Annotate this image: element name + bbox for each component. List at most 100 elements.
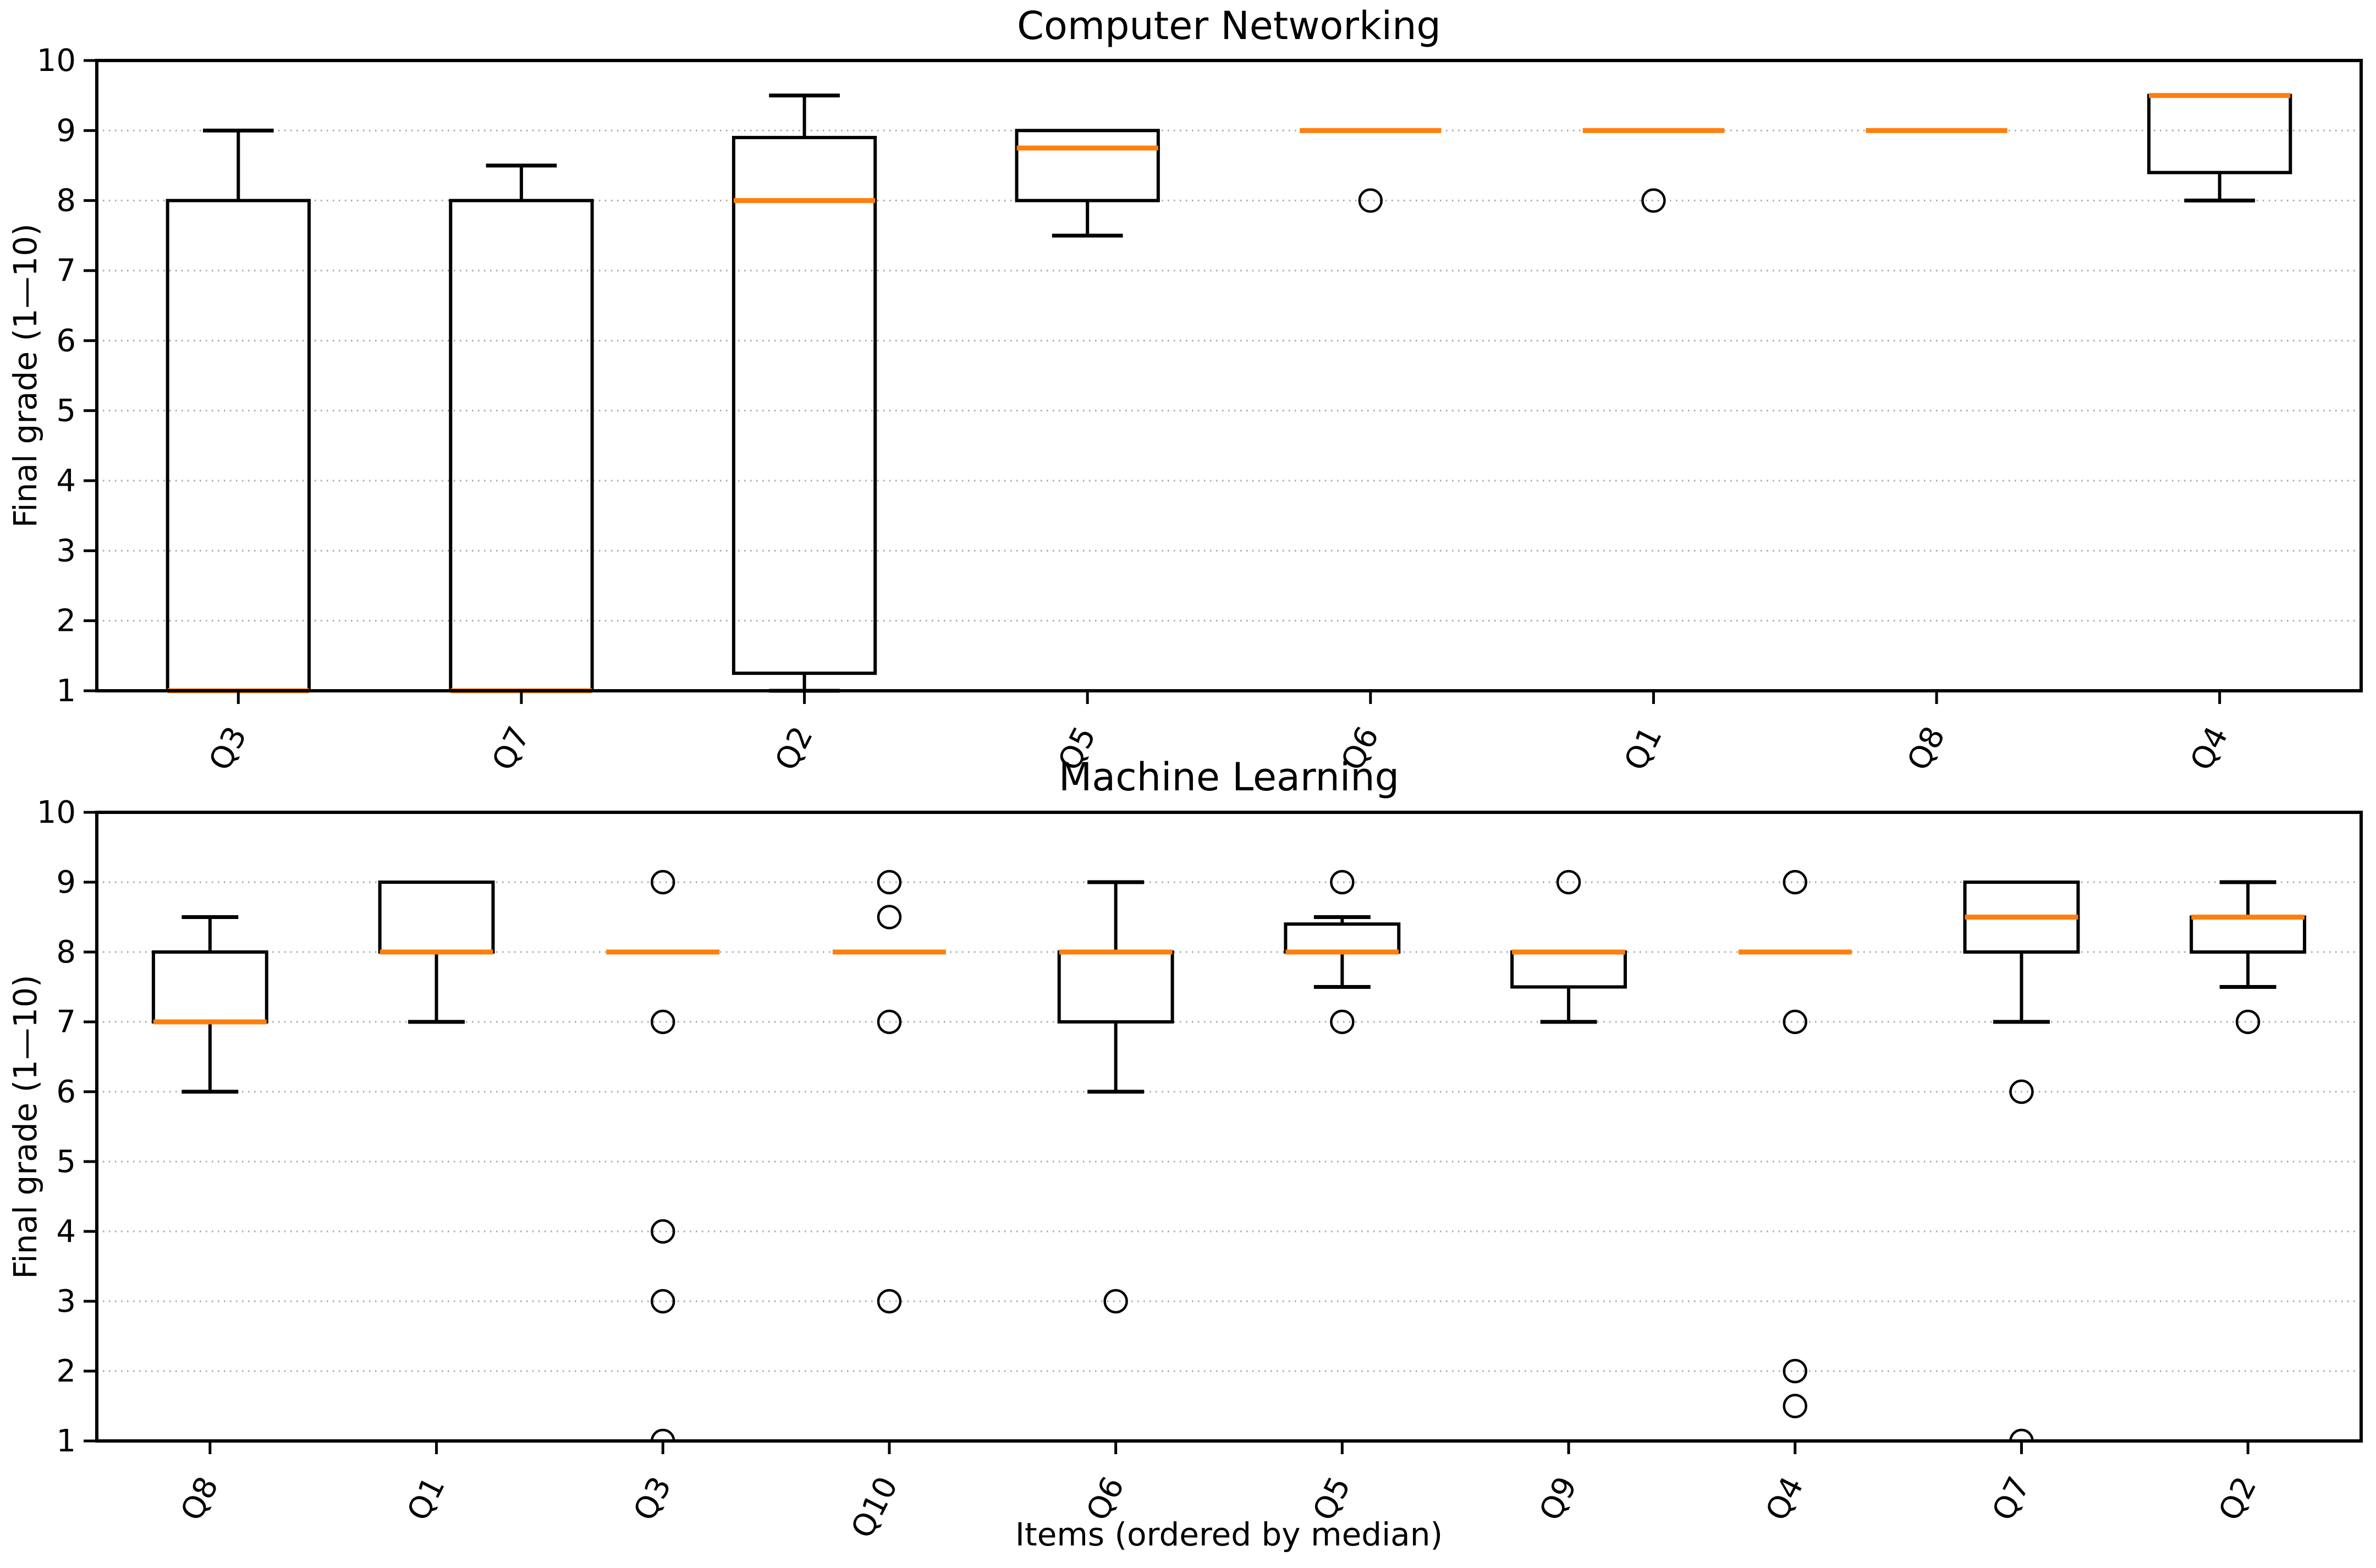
y-tick-label: 10 bbox=[37, 795, 76, 830]
outlier-point bbox=[651, 1009, 675, 1035]
box-item-Q4 bbox=[2147, 93, 2292, 203]
y-tick-label: 2 bbox=[56, 603, 76, 639]
y-tick-label: 5 bbox=[56, 1144, 76, 1180]
y-tick-label: 7 bbox=[56, 1004, 76, 1040]
box-item-Q1 bbox=[1582, 128, 1725, 213]
iqr-box bbox=[151, 950, 268, 1024]
iqr-box bbox=[732, 136, 877, 675]
y-tick-label: 9 bbox=[56, 113, 76, 148]
x-tick-label: Q6 bbox=[1080, 1471, 1131, 1527]
chart-title-top: Computer Networking bbox=[1017, 3, 1441, 48]
box-item-Q2 bbox=[732, 93, 877, 693]
axes-frame bbox=[95, 59, 2363, 692]
iqr-box bbox=[1284, 922, 1401, 954]
box-item-Q9 bbox=[1510, 870, 1627, 1024]
iqr-box bbox=[378, 881, 495, 954]
iqr-box bbox=[1015, 129, 1160, 202]
outlier-point bbox=[1783, 870, 1807, 895]
y-tick-label: 2 bbox=[56, 1354, 76, 1389]
iqr-box bbox=[1057, 950, 1174, 1024]
x-tick-label: Q2 bbox=[768, 721, 820, 777]
gridlines bbox=[97, 129, 2361, 622]
iqr-box bbox=[2147, 93, 2292, 174]
outlier-point bbox=[1783, 1358, 1807, 1384]
iqr-box bbox=[1510, 950, 1627, 989]
x-axis-ticks: Q3 Q7 Q2 Q5 Q6 Q1 Q8 Q4 bbox=[202, 691, 2235, 776]
x-axis-ticks: Q8 Q1 Q3 Q10 Q6 Q5 Q9 Q4 Q7 Q2 bbox=[174, 1441, 2264, 1544]
subplot-0: 1 2 3 4 5 6 7 8 9 10 Q3 Q7 Q2 Q5 Q6 Q1 Q8 Q4 bbox=[37, 43, 2363, 776]
outlier-point bbox=[1358, 188, 1383, 213]
box-item-Q2 bbox=[2190, 880, 2307, 1035]
outlier-point bbox=[651, 1289, 675, 1314]
x-tick-label: Q6 bbox=[1334, 721, 1386, 777]
x-tick-label: Q7 bbox=[1986, 1471, 2037, 1527]
outlier-point bbox=[1783, 1009, 1807, 1035]
outlier-point bbox=[2009, 1428, 2034, 1441]
y-tick-label: 1 bbox=[56, 673, 76, 709]
box-item-Q7 bbox=[1963, 881, 2080, 1441]
outlier-point bbox=[1556, 870, 1581, 895]
box-item-Q8 bbox=[151, 915, 268, 1094]
box-item-Q5 bbox=[1284, 870, 1401, 1035]
y-tick-label: 8 bbox=[56, 934, 76, 970]
outlier-point bbox=[1330, 1009, 1355, 1035]
outlier-point bbox=[877, 1009, 902, 1035]
iqr-box bbox=[166, 199, 311, 692]
box-item-Q5 bbox=[1015, 129, 1160, 238]
x-tick-label: Q1 bbox=[1618, 721, 1669, 777]
y-tick-label: 7 bbox=[56, 253, 76, 289]
y-tick-label: 3 bbox=[56, 533, 76, 569]
outlier-point bbox=[2009, 1079, 2034, 1104]
y-tick-label: 5 bbox=[56, 393, 76, 429]
x-tick-label: Q5 bbox=[1052, 721, 1103, 777]
y-tick-label: 4 bbox=[56, 1214, 76, 1250]
outlier-point bbox=[651, 1219, 675, 1244]
iqr-box bbox=[449, 199, 594, 692]
x-tick-label: Q9 bbox=[1532, 1471, 1584, 1527]
outlier-point bbox=[651, 870, 675, 895]
subplot-1: 1 2 3 4 5 6 7 8 9 10 Q8 Q1 Q3 Q10 Q6 Q5 Q9 Q4 Q7 Q2 bbox=[37, 795, 2363, 1544]
x-tick-label: Q10 bbox=[844, 1471, 905, 1544]
chart-title-bottom: Machine Learning bbox=[1058, 755, 1400, 800]
iqr-box bbox=[2190, 915, 2307, 954]
box-item-Q10 bbox=[833, 870, 946, 1314]
y-tick-label: 1 bbox=[56, 1423, 76, 1459]
x-tick-label: Q3 bbox=[202, 721, 254, 777]
y-tick-label: 4 bbox=[56, 463, 76, 499]
y-tick-label: 9 bbox=[56, 865, 76, 900]
box-item-Q6 bbox=[1300, 128, 1442, 213]
box-item-Q3 bbox=[606, 870, 720, 1441]
box-item-Q7 bbox=[449, 163, 594, 694]
x-tick-label: Q3 bbox=[627, 1471, 679, 1527]
x-tick-label: Q2 bbox=[2212, 1471, 2264, 1527]
outlier-point bbox=[651, 1428, 675, 1441]
y-tick-label: 3 bbox=[56, 1284, 76, 1319]
x-tick-label: Q7 bbox=[485, 721, 537, 777]
outlier-point bbox=[2235, 1009, 2260, 1035]
x-tick-label: Q8 bbox=[174, 1471, 226, 1527]
x-tick-label: Q8 bbox=[1900, 721, 1952, 777]
x-axis-label: Items (ordered by median) bbox=[1015, 1516, 1443, 1553]
x-tick-label: Q4 bbox=[1759, 1471, 1811, 1527]
box-item-Q4 bbox=[1738, 870, 1852, 1418]
y-tick-label: 10 bbox=[37, 43, 76, 79]
y-axis-ticks: 1 2 3 4 5 6 7 8 9 10 bbox=[37, 43, 97, 709]
box-item-Q6 bbox=[1057, 880, 1174, 1314]
outlier-point bbox=[877, 1289, 902, 1314]
outlier-point bbox=[1641, 188, 1666, 213]
outlier-point bbox=[1783, 1394, 1807, 1418]
y-tick-label: 6 bbox=[56, 323, 76, 359]
y-tick-label: 8 bbox=[56, 183, 76, 219]
x-tick-label: Q5 bbox=[1306, 1471, 1358, 1527]
axes-frame bbox=[95, 811, 2363, 1443]
box-item-Q1 bbox=[378, 881, 495, 1024]
gridlines bbox=[97, 881, 2361, 1372]
outlier-point bbox=[877, 905, 902, 929]
y-axis-ticks: 1 2 3 4 5 6 7 8 9 10 bbox=[37, 795, 97, 1459]
x-tick-label: Q1 bbox=[400, 1471, 452, 1527]
y-tick-label: 6 bbox=[56, 1074, 76, 1110]
outlier-point bbox=[877, 870, 902, 895]
x-tick-label: Q4 bbox=[2184, 721, 2235, 777]
